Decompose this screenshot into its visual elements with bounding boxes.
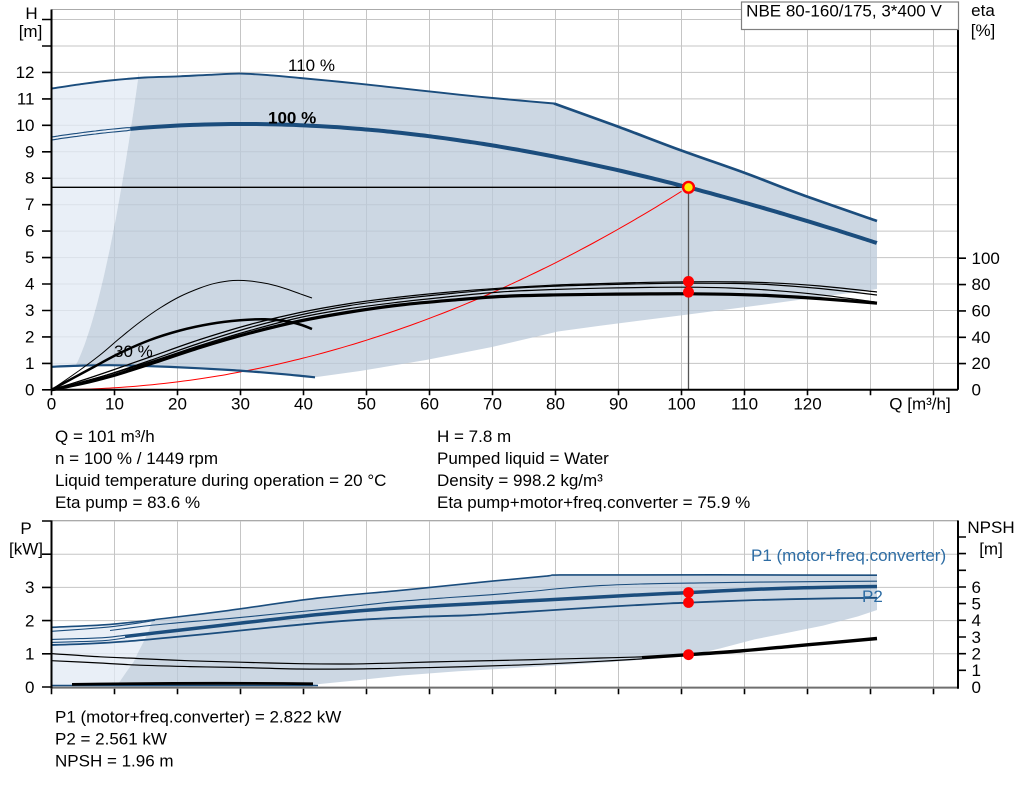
svg-text:50: 50 bbox=[357, 395, 376, 414]
svg-text:60: 60 bbox=[972, 301, 991, 320]
svg-text:Eta pump = 83.6 %: Eta pump = 83.6 % bbox=[55, 493, 200, 512]
svg-text:20: 20 bbox=[168, 395, 187, 414]
svg-text:3: 3 bbox=[972, 628, 981, 647]
svg-text:10: 10 bbox=[16, 116, 35, 135]
svg-text:80: 80 bbox=[972, 275, 991, 294]
svg-text:0: 0 bbox=[972, 678, 981, 697]
svg-text:P2: P2 bbox=[862, 587, 883, 606]
svg-text:[%]: [%] bbox=[971, 21, 996, 40]
svg-text:4: 4 bbox=[972, 611, 981, 630]
svg-text:9: 9 bbox=[25, 142, 34, 161]
svg-text:6: 6 bbox=[972, 578, 981, 597]
svg-text:4: 4 bbox=[25, 275, 34, 294]
svg-text:30 %: 30 % bbox=[114, 342, 153, 361]
svg-text:Liquid temperature during oper: Liquid temperature during operation = 20… bbox=[55, 471, 386, 490]
svg-text:40: 40 bbox=[972, 328, 991, 347]
svg-text:[kW]: [kW] bbox=[9, 540, 43, 559]
svg-text:5: 5 bbox=[25, 248, 34, 267]
svg-text:Eta pump+motor+freq.converter: Eta pump+motor+freq.converter = 75.9 % bbox=[437, 493, 750, 512]
svg-text:7: 7 bbox=[25, 195, 34, 214]
svg-text:3: 3 bbox=[25, 301, 34, 320]
svg-text:70: 70 bbox=[483, 395, 502, 414]
svg-text:6: 6 bbox=[25, 222, 34, 241]
svg-text:P: P bbox=[20, 519, 31, 538]
svg-text:90: 90 bbox=[609, 395, 628, 414]
svg-text:3: 3 bbox=[25, 578, 34, 597]
svg-text:2: 2 bbox=[25, 327, 34, 346]
svg-text:0: 0 bbox=[25, 678, 34, 697]
svg-text:Q [m³/h]: Q [m³/h] bbox=[889, 395, 950, 414]
svg-text:40: 40 bbox=[294, 395, 313, 414]
svg-text:5: 5 bbox=[972, 594, 981, 613]
svg-text:1: 1 bbox=[25, 645, 34, 664]
svg-text:H: H bbox=[25, 4, 37, 23]
svg-text:12: 12 bbox=[16, 63, 35, 82]
svg-text:2: 2 bbox=[25, 611, 34, 630]
svg-text:110: 110 bbox=[731, 395, 758, 414]
svg-text:[m]: [m] bbox=[19, 22, 43, 41]
svg-text:60: 60 bbox=[420, 395, 439, 414]
svg-text:20: 20 bbox=[972, 354, 991, 373]
svg-text:0: 0 bbox=[25, 380, 34, 399]
svg-text:2: 2 bbox=[972, 645, 981, 664]
svg-text:1: 1 bbox=[25, 354, 34, 373]
svg-text:0: 0 bbox=[47, 395, 56, 414]
svg-text:80: 80 bbox=[546, 395, 565, 414]
svg-text:NBE 80-160/175, 3*400 V: NBE 80-160/175, 3*400 V bbox=[746, 2, 942, 21]
svg-text:100 %: 100 % bbox=[268, 109, 316, 128]
svg-text:Pumped liquid = Water: Pumped liquid = Water bbox=[437, 449, 609, 468]
svg-text:P1 (motor+freq.converter) = 2.: P1 (motor+freq.converter) = 2.822 kW bbox=[55, 708, 341, 727]
svg-text:eta: eta bbox=[971, 1, 995, 20]
svg-text:P1 (motor+freq.converter): P1 (motor+freq.converter) bbox=[751, 546, 946, 565]
svg-text:0: 0 bbox=[972, 381, 981, 400]
svg-text:NPSH: NPSH bbox=[967, 518, 1014, 537]
svg-text:100: 100 bbox=[667, 395, 695, 414]
svg-text:Density = 998.2 kg/m³: Density = 998.2 kg/m³ bbox=[437, 471, 603, 490]
svg-text:Q = 101 m³/h: Q = 101 m³/h bbox=[55, 427, 155, 446]
svg-text:[m]: [m] bbox=[979, 540, 1003, 559]
svg-text:H = 7.8 m: H = 7.8 m bbox=[437, 427, 511, 446]
svg-text:30: 30 bbox=[231, 395, 250, 414]
svg-text:100: 100 bbox=[972, 249, 1000, 268]
svg-text:10: 10 bbox=[105, 395, 124, 414]
svg-text:110 %: 110 % bbox=[288, 56, 335, 75]
svg-text:11: 11 bbox=[17, 89, 35, 108]
svg-text:120: 120 bbox=[793, 395, 821, 414]
svg-text:NPSH = 1.96 m: NPSH = 1.96 m bbox=[55, 752, 174, 771]
svg-text:n = 100 % / 1449 rpm: n = 100 % / 1449 rpm bbox=[55, 449, 218, 468]
svg-text:P2 = 2.561 kW: P2 = 2.561 kW bbox=[55, 730, 167, 749]
svg-text:1: 1 bbox=[972, 661, 981, 680]
svg-text:8: 8 bbox=[25, 169, 34, 188]
